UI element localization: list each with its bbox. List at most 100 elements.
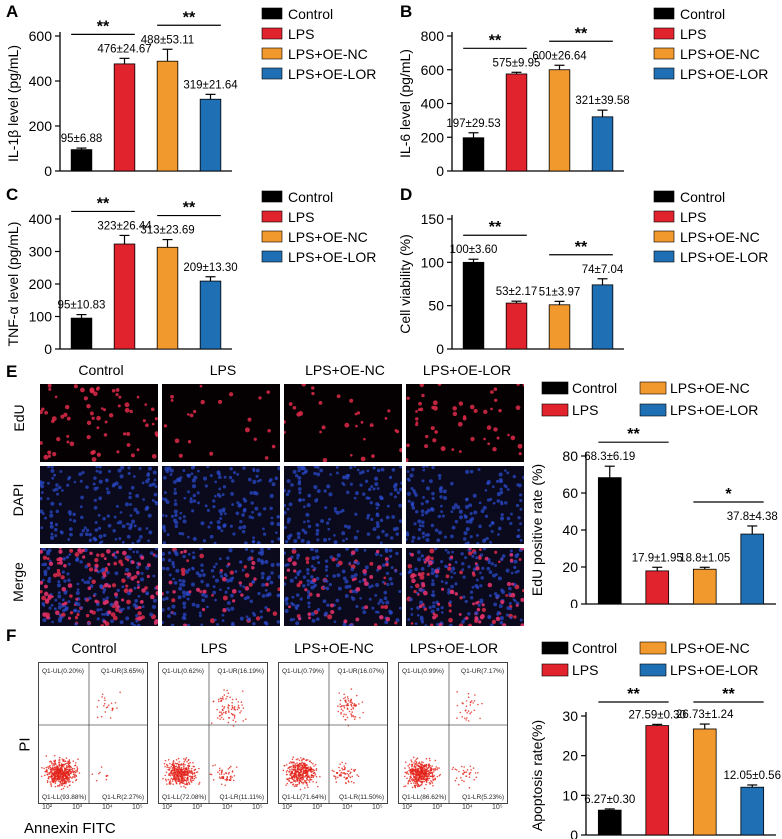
micro-image: [406, 384, 524, 462]
dapi-cell: [336, 573, 341, 578]
event: [178, 764, 180, 766]
edu-cell: [170, 398, 174, 402]
event: [54, 763, 57, 766]
quadrant-lr: Q1-LR(11.50%): [339, 794, 384, 801]
dapi-cell: [353, 466, 357, 468]
merge-cell: [312, 578, 317, 583]
event: [217, 698, 220, 701]
edu-cell: [462, 416, 467, 421]
dapi-cell: [145, 527, 149, 530]
event: [53, 763, 56, 765]
event: [235, 698, 238, 701]
merge-cell: [196, 587, 201, 592]
edu-cell: [459, 596, 463, 600]
dapi-cell: [450, 584, 454, 589]
dapi-cell: [239, 560, 242, 564]
dapi-cell: [334, 509, 337, 513]
dapi-cell: [509, 616, 513, 620]
dapi-cell: [483, 538, 487, 541]
dapi-cell: [499, 616, 505, 621]
event: [470, 700, 473, 702]
event: [339, 769, 341, 772]
dapi-cell: [153, 478, 157, 482]
dapi-cell: [464, 504, 470, 510]
event: [233, 714, 236, 716]
dapi-cell: [72, 512, 76, 517]
dapi-cell: [165, 590, 170, 594]
dapi-cell: [430, 567, 434, 571]
event: [97, 699, 100, 702]
merge-cell: [155, 590, 158, 596]
dapi-cell: [58, 602, 62, 606]
event: [423, 767, 426, 770]
dapi-cell: [353, 535, 358, 540]
merge-cell: [287, 557, 293, 563]
event: [111, 708, 114, 710]
dapi-cell: [376, 535, 381, 540]
dapi-cell: [69, 532, 73, 537]
dapi-cell: [328, 582, 332, 587]
event: [231, 706, 234, 709]
dapi-cell: [389, 554, 393, 558]
dapi-cell: [177, 595, 182, 600]
dapi-cell: [212, 590, 217, 595]
dapi-cell: [290, 483, 294, 487]
dapi-cell: [99, 584, 104, 588]
event: [172, 766, 174, 769]
event: [346, 772, 348, 775]
dapi-cell: [105, 596, 109, 600]
dapi-cell: [162, 566, 166, 571]
dapi-cell: [201, 598, 206, 603]
event: [171, 764, 174, 767]
dapi-cell: [310, 611, 315, 616]
dapi-cell: [367, 487, 372, 492]
dapi-cell: [417, 519, 422, 524]
merge-cell: [67, 616, 72, 620]
edu-cell: [180, 567, 186, 573]
dapi-cell: [421, 524, 425, 528]
event: [187, 758, 190, 761]
edu-cell: [56, 437, 61, 442]
micro-cells: [284, 466, 402, 544]
panel-letter-f: F: [6, 626, 17, 645]
dapi-cell: [262, 507, 267, 511]
dapi-cell: [238, 525, 243, 530]
event: [356, 774, 358, 776]
event: [429, 772, 432, 774]
merge-cell: [476, 607, 481, 612]
event: [63, 771, 66, 774]
dapi-cell: [118, 537, 122, 540]
micro-row-label: Merge: [10, 562, 26, 602]
merge-cell: [343, 619, 348, 624]
event: [68, 773, 70, 775]
dapi-cell: [513, 565, 517, 570]
event: [218, 776, 221, 778]
edu-cell: [437, 384, 442, 386]
dapi-cell: [182, 605, 187, 609]
dapi-cell: [356, 468, 360, 472]
event: [410, 778, 413, 781]
merge-cell: [364, 605, 369, 610]
event: [234, 720, 237, 723]
edu-cell: [258, 396, 262, 400]
edu-cell: [424, 444, 429, 449]
event: [184, 770, 187, 773]
event: [66, 762, 68, 765]
dapi-cell: [431, 491, 435, 496]
dapi-cell: [154, 485, 158, 488]
legend-swatch: [653, 67, 675, 80]
event: [52, 763, 55, 765]
dapi-cell: [372, 527, 377, 532]
event: [188, 769, 191, 772]
event: [64, 770, 66, 772]
dapi-cell: [58, 616, 63, 621]
merge-cell: [141, 588, 146, 593]
flow-x-tick: 10³: [432, 804, 443, 811]
merge-cell: [474, 562, 478, 565]
dapi-cell: [147, 513, 152, 518]
dapi-cell: [425, 537, 430, 542]
event: [184, 776, 186, 779]
event: [68, 762, 70, 765]
legend-swatch: [653, 47, 675, 60]
event: [432, 784, 434, 787]
